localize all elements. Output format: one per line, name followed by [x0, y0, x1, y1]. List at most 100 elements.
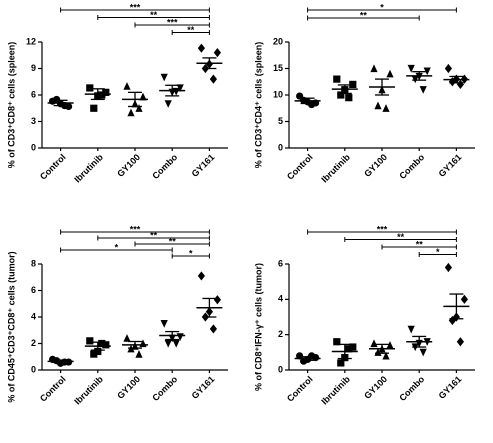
error-bar: [337, 84, 352, 95]
y-axis-title: % of CD3⁺CD4⁺ cells (spleen): [253, 42, 263, 169]
error-bar: [449, 75, 464, 84]
significance-label: **: [360, 10, 368, 20]
point: [419, 348, 427, 357]
error-bar: [202, 297, 217, 318]
y-tick-label: 0: [31, 142, 36, 152]
point: [386, 341, 394, 349]
significance-bracket: [307, 7, 457, 13]
point: [444, 63, 452, 74]
point: [102, 341, 110, 349]
significance-bracket: [60, 247, 173, 253]
point: [337, 359, 345, 367]
panel: % of CD45⁺CD3⁺CD8⁺ cells (tumor) 0 2 4 6 8 Con…: [6, 224, 228, 407]
error-bar: [128, 91, 142, 108]
x-tick-label: Control: [38, 152, 68, 182]
significance-label: *: [115, 242, 119, 252]
x-tick-label: GY100: [362, 374, 389, 401]
point: [448, 77, 456, 87]
point: [176, 84, 184, 93]
error-bar: [90, 88, 105, 101]
point: [374, 101, 382, 110]
y-tick-label: 6: [31, 285, 36, 295]
y-tick-label: 0: [278, 142, 283, 152]
point: [407, 325, 415, 334]
error-bar: [337, 343, 352, 360]
point: [164, 339, 172, 348]
point: [337, 91, 345, 99]
point: [333, 75, 341, 83]
y-tick-label: 2: [31, 338, 36, 348]
point: [382, 351, 390, 360]
error-bar: [300, 97, 315, 105]
point: [419, 86, 427, 94]
point: [90, 104, 98, 112]
x-tick-label: Control: [285, 374, 315, 404]
y-tick-label: 15: [273, 63, 283, 73]
point: [456, 337, 464, 347]
significance-bracket: [134, 241, 210, 247]
significance-bracket: [60, 229, 210, 235]
point: [345, 345, 353, 353]
point: [86, 84, 94, 92]
significance-label: *: [436, 247, 440, 257]
point: [197, 43, 205, 53]
point: [160, 73, 168, 82]
x-tick-label: Ibrutinib: [319, 374, 352, 407]
point: [460, 294, 468, 304]
error-bar: [300, 356, 315, 361]
significance-label: **: [150, 230, 158, 240]
panel: % of CD8⁺IFN-γ⁺ cells (tumor) 0 2 4 6 Control…: [253, 224, 475, 407]
point: [345, 94, 353, 102]
point: [296, 352, 304, 360]
point: [53, 95, 61, 104]
x-tick-label: Ibrutinib: [72, 374, 105, 407]
point: [197, 271, 205, 281]
significance-label: **: [397, 232, 405, 242]
significance-label: ***: [167, 17, 178, 27]
point: [98, 91, 106, 99]
point: [160, 320, 168, 328]
x-tick-label: GY100: [115, 152, 142, 179]
point: [333, 338, 341, 346]
error-bar: [128, 340, 142, 349]
point: [135, 104, 143, 112]
point: [209, 74, 217, 84]
point: [411, 75, 419, 84]
significance-label: ***: [130, 2, 141, 12]
point: [90, 350, 98, 358]
point: [94, 347, 102, 356]
error-bar: [53, 99, 68, 107]
point: [308, 352, 316, 360]
significance-label: **: [150, 10, 158, 20]
significance-label: ***: [130, 224, 141, 234]
significance-bracket: [307, 15, 420, 21]
x-tick-label: GY100: [362, 152, 389, 179]
error-bar: [90, 341, 105, 351]
y-tick-label: 3: [31, 116, 36, 126]
point: [386, 69, 394, 78]
x-tick-label: Control: [285, 152, 315, 182]
point: [213, 48, 221, 58]
error-bar: [412, 71, 427, 81]
point: [123, 334, 131, 342]
significance-label: *: [380, 2, 384, 12]
significance-label: **: [187, 25, 195, 35]
point: [127, 108, 135, 117]
significance-label: **: [169, 236, 177, 246]
point: [370, 64, 378, 73]
point: [86, 337, 94, 345]
x-tick-label: Ibrutinib: [72, 152, 105, 185]
point: [349, 343, 357, 351]
y-axis-title: % of CD8⁺IFN-γ⁺ cells (tumor): [253, 263, 263, 391]
y-tick-label: 12: [26, 36, 36, 46]
significance-bracket: [134, 22, 210, 28]
y-tick-label: 20: [273, 36, 283, 46]
point: [139, 339, 147, 348]
point: [98, 339, 106, 348]
x-tick-label: Combo: [397, 374, 426, 403]
y-tick-label: 9: [31, 63, 36, 73]
y-tick-label: 10: [273, 89, 283, 99]
x-tick-label: GY100: [115, 374, 142, 401]
significance-bracket: [171, 30, 210, 35]
y-tick-label: 6: [31, 89, 36, 99]
